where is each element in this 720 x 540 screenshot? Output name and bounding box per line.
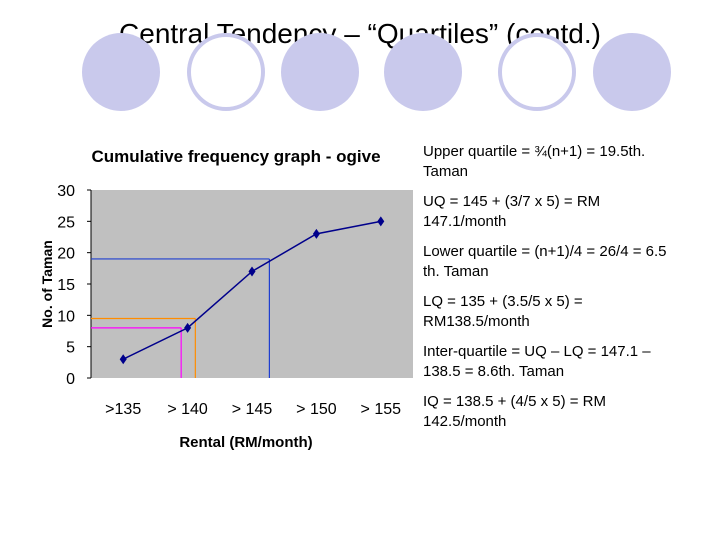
bullet-inter-quartile: Inter-quartile = UQ – LQ = 147.1 – 138.5… bbox=[423, 343, 651, 380]
y-tick-label: 25 bbox=[57, 214, 75, 231]
ogive-chart: Cumulative frequency graph - ogive No. o… bbox=[38, 140, 418, 460]
decor-circle-5 bbox=[498, 33, 576, 111]
x-axis-label: Rental (RM/month) bbox=[179, 434, 312, 451]
x-tick-label: > 145 bbox=[232, 401, 273, 418]
bullet-lq-value: LQ = 135 + (3.5/5 x 5) = RM138.5/month bbox=[423, 293, 583, 330]
decor-circle-2 bbox=[187, 33, 265, 111]
x-tick-label: > 155 bbox=[361, 401, 402, 418]
x-tick-label: > 140 bbox=[167, 401, 208, 418]
data-point-marker bbox=[184, 322, 192, 333]
data-point-marker bbox=[312, 228, 320, 239]
y-tick-label: 30 bbox=[57, 183, 75, 200]
decor-circle-6 bbox=[593, 33, 671, 111]
explanation-text: Upper quartile = ¾(n+1) = 19.5th. Taman … bbox=[423, 142, 685, 442]
decor-circle-3 bbox=[281, 33, 359, 111]
y-tick-label: 10 bbox=[57, 308, 75, 325]
bullet-upper-quartile: Upper quartile = ¾(n+1) = 19.5th. Taman bbox=[423, 143, 646, 180]
plot-area bbox=[91, 190, 413, 378]
y-axis-label: No. of Taman bbox=[39, 240, 55, 328]
bullet-uq-value: UQ = 145 + (3/7 x 5) = RM 147.1/month bbox=[423, 193, 601, 230]
chart-svg: Cumulative frequency graph - ogive No. o… bbox=[39, 147, 413, 451]
y-tick-label: 20 bbox=[57, 246, 75, 263]
x-tick-label: > 150 bbox=[296, 401, 337, 418]
x-tick-label: >135 bbox=[105, 401, 141, 418]
y-tick-label: 15 bbox=[57, 277, 75, 294]
decor-circle-1 bbox=[82, 33, 160, 111]
decor-circle-4 bbox=[384, 33, 462, 111]
data-point-marker bbox=[248, 266, 256, 277]
bullet-iq-value: IQ = 138.5 + (4/5 x 5) = RM 142.5/month bbox=[423, 393, 607, 430]
bullet-lower-quartile: Lower quartile = (n+1)/4 = 26/4 = 6.5 th… bbox=[423, 243, 667, 280]
data-point-marker bbox=[377, 216, 385, 227]
y-tick-label: 5 bbox=[66, 340, 75, 357]
chart-title: Cumulative frequency graph - ogive bbox=[91, 147, 380, 166]
y-tick-label: 0 bbox=[66, 371, 75, 388]
data-point-marker bbox=[119, 354, 127, 365]
